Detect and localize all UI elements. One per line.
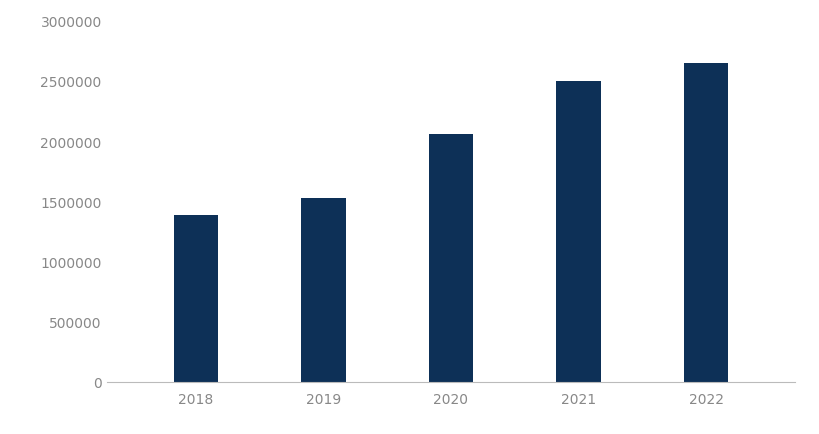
Bar xyxy=(683,64,727,382)
Bar xyxy=(174,215,218,382)
Bar xyxy=(555,82,600,382)
Bar xyxy=(428,135,473,382)
Bar xyxy=(301,198,346,382)
